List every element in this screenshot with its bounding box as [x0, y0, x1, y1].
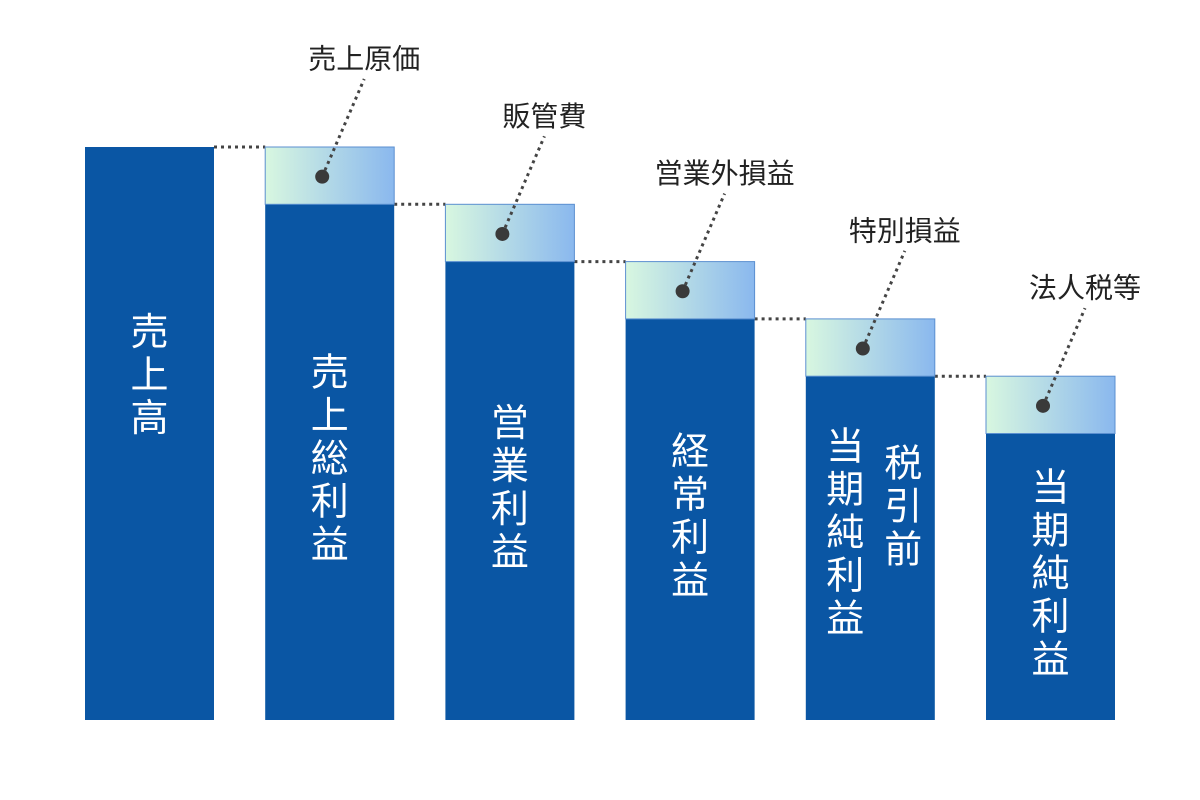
bar-label-char: 利 — [491, 487, 529, 531]
bar-label-char: 益 — [826, 597, 864, 641]
bar-label-char: 営 — [491, 401, 529, 445]
bar-label-char: 益 — [671, 558, 709, 602]
bar-label-char: 利 — [1031, 594, 1069, 638]
bar-label-char: 高 — [130, 396, 168, 440]
bar-label-char: 益 — [491, 530, 529, 574]
callout-dot — [855, 341, 870, 356]
bar-label: 税引前 — [884, 442, 922, 572]
bar-label-char: 業 — [491, 444, 529, 488]
callout-label: 販管費 — [502, 100, 586, 133]
connector-lines — [214, 145, 986, 378]
callout-label: 売上原価 — [308, 43, 420, 76]
bar-label-char: 益 — [311, 523, 349, 567]
bar-label-char: 期 — [1031, 508, 1069, 552]
bar-label-char: 期 — [826, 468, 864, 512]
bar-label-char: 当 — [826, 425, 864, 469]
bar-label-char: 純 — [1031, 551, 1069, 595]
callout-label: 営業外損益 — [655, 157, 795, 190]
bar — [986, 433, 1115, 720]
bar-label-char: 前 — [884, 528, 922, 572]
callout-label: 特別損益 — [849, 214, 961, 247]
bar-label-char: 経 — [671, 429, 709, 473]
bar-label-char: 総 — [311, 437, 349, 481]
bar — [625, 318, 755, 720]
bar — [85, 147, 214, 720]
bar-label-char: 利 — [671, 515, 709, 559]
callout-label: 法人税等 — [1029, 272, 1141, 305]
callout-dot — [675, 284, 690, 299]
bar — [445, 261, 575, 720]
bar — [265, 204, 395, 721]
bar-label-char: 利 — [826, 554, 864, 598]
callout-dot — [1036, 398, 1050, 413]
bar-label-char: 税 — [884, 442, 922, 486]
bar-label: 売上高 — [130, 310, 168, 440]
bar-label-char: 上 — [130, 353, 168, 397]
bar-label-char: 上 — [311, 394, 349, 438]
callout-dot — [315, 169, 330, 184]
bar-label-char: 純 — [826, 511, 864, 555]
bar-label-char: 売 — [311, 351, 349, 395]
bar-label-char: 引 — [884, 485, 922, 529]
bar-label-char: 利 — [311, 480, 349, 524]
bar-label-char: 益 — [1031, 637, 1069, 681]
bar-label-char: 売 — [130, 310, 168, 354]
callout-dot — [495, 226, 510, 241]
bar-label-char: 常 — [671, 472, 709, 516]
bar — [805, 376, 935, 720]
bar-label-char: 当 — [1031, 465, 1069, 509]
